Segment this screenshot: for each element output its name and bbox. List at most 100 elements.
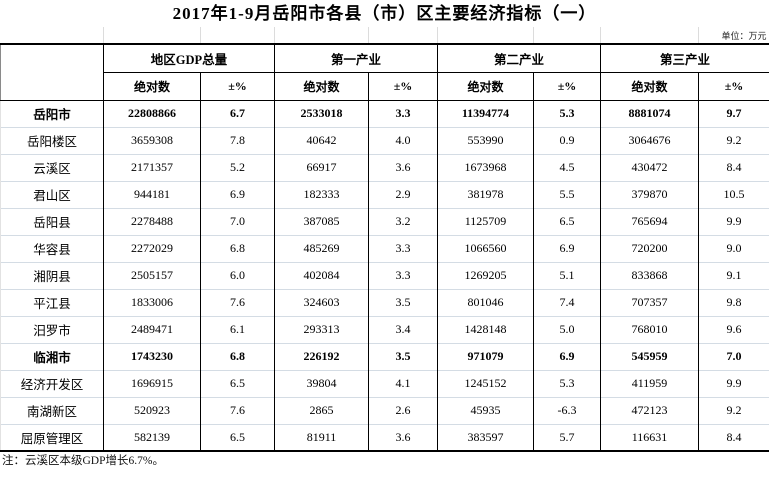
value-cell: 9.9 bbox=[698, 207, 769, 235]
value-cell: 66917 bbox=[274, 153, 369, 181]
value-cell: 520923 bbox=[103, 396, 201, 424]
value-cell: 6.0 bbox=[200, 261, 275, 289]
table-row: 云溪区 2171357 5.2 66917 3.6 1673968 4.5 430472 8.4 bbox=[0, 153, 769, 181]
value-cell: 81911 bbox=[274, 423, 369, 452]
row-name: 屈原管理区 bbox=[0, 423, 104, 452]
value-cell: 3.5 bbox=[368, 288, 438, 316]
value-cell: 2.9 bbox=[368, 180, 438, 208]
value-cell: 11394774 bbox=[437, 99, 534, 127]
value-cell: 7.6 bbox=[200, 288, 275, 316]
table-row: 汨罗市 2489471 6.1 293313 3.4 1428148 5.0 768010 9.… bbox=[0, 315, 769, 343]
row-name: 经济开发区 bbox=[0, 369, 104, 397]
value-cell: 6.5 bbox=[200, 423, 275, 452]
group-header-gdp-total: 地区GDP总量 bbox=[103, 43, 275, 73]
group-header-primary-industry: 第一产业 bbox=[274, 43, 438, 73]
value-cell: 8.4 bbox=[698, 153, 769, 181]
value-cell: 553990 bbox=[437, 126, 534, 154]
value-cell: 4.1 bbox=[368, 369, 438, 397]
row-name: 君山区 bbox=[0, 180, 104, 208]
value-cell: 1269205 bbox=[437, 261, 534, 289]
value-cell: 1696915 bbox=[103, 369, 201, 397]
table-body: 岳阳市 22808866 6.7 2533018 3.3 11394774 5.3 88810… bbox=[0, 99, 769, 452]
value-cell: 9.7 bbox=[698, 99, 769, 127]
table-row: 屈原管理区 582139 6.5 81911 3.6 383597 5.7 116631 8.4 bbox=[0, 423, 769, 452]
table-row: 经济开发区 1696915 6.5 39804 4.1 1245152 5.3 411959 9… bbox=[0, 369, 769, 397]
table-row: 湘阴县 2505157 6.0 402084 3.3 1269205 5.1 833868 9.… bbox=[0, 261, 769, 289]
value-cell: 765694 bbox=[600, 207, 699, 235]
table-row: 岳阳楼区 3659308 7.8 40642 4.0 553990 0.9 3064676 9.… bbox=[0, 126, 769, 154]
sub-header-row: 绝对数 ±% 绝对数 ±% 绝对数 ±% 绝对数 ±% bbox=[1, 71, 769, 101]
value-cell: 801046 bbox=[437, 288, 534, 316]
value-cell: 9.0 bbox=[698, 234, 769, 262]
page-title: 2017年1-9月岳阳市各县（市）区主要经济指标（一） bbox=[172, 4, 597, 23]
subheader-pct: ±% bbox=[698, 71, 769, 101]
table-row: 临湘市 1743230 6.8 226192 3.5 971079 6.9 545959 7.0 bbox=[0, 342, 769, 370]
value-cell: 2272029 bbox=[103, 234, 201, 262]
row-name: 云溪区 bbox=[0, 153, 104, 181]
value-cell: 9.2 bbox=[698, 396, 769, 424]
value-cell: 2278488 bbox=[103, 207, 201, 235]
value-cell: 3.2 bbox=[368, 207, 438, 235]
value-cell: 6.8 bbox=[200, 342, 275, 370]
subheader-pct: ±% bbox=[533, 71, 601, 101]
value-cell: 3064676 bbox=[600, 126, 699, 154]
row-name: 南湖新区 bbox=[0, 396, 104, 424]
value-cell: 6.7 bbox=[200, 99, 275, 127]
value-cell: 8881074 bbox=[600, 99, 699, 127]
value-cell: 2505157 bbox=[103, 261, 201, 289]
row-name: 华容县 bbox=[0, 234, 104, 262]
value-cell: 1066560 bbox=[437, 234, 534, 262]
value-cell: 5.2 bbox=[200, 153, 275, 181]
subheader-absolute: 绝对数 bbox=[103, 71, 201, 101]
value-cell: 485269 bbox=[274, 234, 369, 262]
value-cell: 226192 bbox=[274, 342, 369, 370]
subheader-pct: ±% bbox=[368, 71, 438, 101]
value-cell: 402084 bbox=[274, 261, 369, 289]
value-cell: 39804 bbox=[274, 369, 369, 397]
row-name: 平江县 bbox=[0, 288, 104, 316]
value-cell: 116631 bbox=[600, 423, 699, 452]
value-cell: 3.4 bbox=[368, 315, 438, 343]
value-cell: 9.2 bbox=[698, 126, 769, 154]
value-cell: 3.3 bbox=[368, 234, 438, 262]
unit-row-cell bbox=[1, 27, 104, 44]
value-cell: 944181 bbox=[103, 180, 201, 208]
value-cell: 4.0 bbox=[368, 126, 438, 154]
unit-row-cell bbox=[274, 27, 369, 44]
row-name: 汨罗市 bbox=[0, 315, 104, 343]
group-header-tertiary-industry: 第三产业 bbox=[600, 43, 769, 73]
value-cell: 5.7 bbox=[533, 423, 601, 452]
value-cell: 293313 bbox=[274, 315, 369, 343]
value-cell: 6.8 bbox=[200, 234, 275, 262]
unit-row-cell bbox=[600, 27, 699, 44]
group-header-row: 地区GDP总量 第一产业 第二产业 第三产业 bbox=[0, 43, 769, 101]
value-cell: 5.0 bbox=[533, 315, 601, 343]
value-cell: 2171357 bbox=[103, 153, 201, 181]
value-cell: 3.6 bbox=[368, 423, 438, 452]
row-name: 湘阴县 bbox=[0, 261, 104, 289]
value-cell: 5.5 bbox=[533, 180, 601, 208]
unit-row: 单位：万元 bbox=[1, 27, 769, 44]
value-cell: 6.5 bbox=[200, 369, 275, 397]
value-cell: 6.9 bbox=[200, 180, 275, 208]
value-cell: 1673968 bbox=[437, 153, 534, 181]
value-cell: 3.3 bbox=[368, 261, 438, 289]
value-cell: 2489471 bbox=[103, 315, 201, 343]
value-cell: 5.3 bbox=[533, 369, 601, 397]
economic-indicators-table: 单位：万元 地区GDP总量 第一产业 第二产业 第三产业 绝对数 ±% 绝对数 … bbox=[0, 27, 769, 452]
unit-row-cell bbox=[437, 27, 534, 44]
value-cell: 971079 bbox=[437, 342, 534, 370]
table-row: 南湖新区 520923 7.6 2865 2.6 45935 -6.3 472123 9.2 bbox=[0, 396, 769, 424]
row-name: 岳阳楼区 bbox=[0, 126, 104, 154]
value-cell: 411959 bbox=[600, 369, 699, 397]
table-row: 岳阳市 22808866 6.7 2533018 3.3 11394774 5.3 88810… bbox=[0, 99, 769, 127]
value-cell: 1833006 bbox=[103, 288, 201, 316]
value-cell: 9.9 bbox=[698, 369, 769, 397]
table-row: 华容县 2272029 6.8 485269 3.3 1066560 6.9 720200 9.… bbox=[0, 234, 769, 262]
table-row: 君山区 944181 6.9 182333 2.9 381978 5.5 379870 10.5 bbox=[0, 180, 769, 208]
value-cell: 383597 bbox=[437, 423, 534, 452]
value-cell: 1125709 bbox=[437, 207, 534, 235]
footnote: 注：云溪区本级GDP增长6.7%。 bbox=[2, 455, 164, 467]
unit-row-cell bbox=[368, 27, 438, 44]
value-cell: 45935 bbox=[437, 396, 534, 424]
